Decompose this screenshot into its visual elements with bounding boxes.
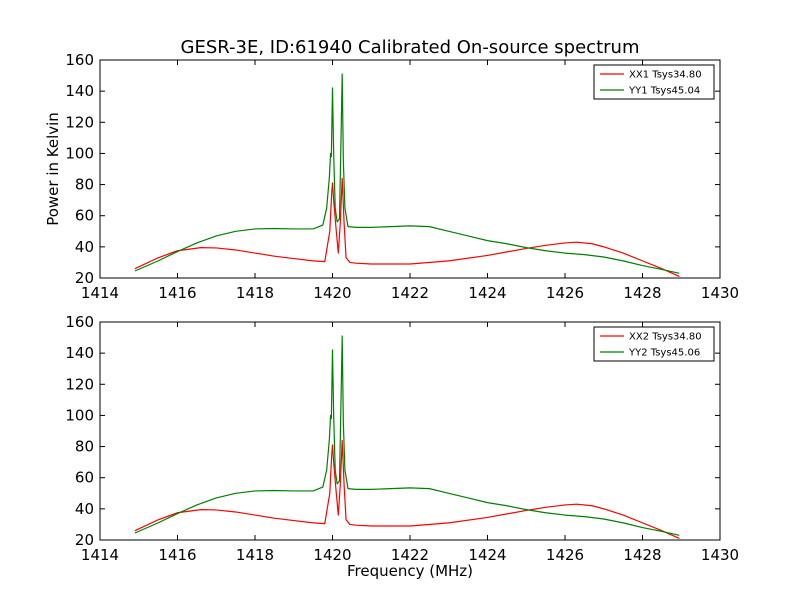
y-tick-label: 20 xyxy=(75,269,94,287)
x-tick-label: 1420 xyxy=(313,546,351,564)
legend-entry: YY2 Tsys45.06 xyxy=(628,348,700,359)
x-tick-label: 1428 xyxy=(623,284,661,302)
series-line-xx1 xyxy=(134,177,680,277)
y-tick-label: 120 xyxy=(65,375,94,393)
x-tick-label: 1428 xyxy=(623,546,661,564)
series-line-yy1 xyxy=(134,73,680,274)
y-tick-label: 140 xyxy=(65,82,94,100)
y-tick-label: 80 xyxy=(75,176,94,194)
y-tick-label: 100 xyxy=(65,144,94,162)
top-panel: 1414 1416 1418 1420 1422 1424 1426 1428 1430 20 40… xyxy=(65,51,739,302)
x-tick-label: 1420 xyxy=(313,284,351,302)
y-axis-label: Power in Kelvin xyxy=(44,112,62,226)
bottom-panel: 1414 1416 1418 1420 1422 1424 1426 1428 1430 20 40… xyxy=(65,313,739,564)
y-tick-label: 140 xyxy=(65,344,94,362)
y-tick-label: 40 xyxy=(75,238,94,256)
x-tick-label: 1422 xyxy=(391,546,429,564)
y-tick-label: 60 xyxy=(75,207,94,225)
axes-frame xyxy=(99,59,721,279)
x-tick-label: 1414 xyxy=(81,546,119,564)
x-tick-label: 1416 xyxy=(158,546,196,564)
series-line-xx2 xyxy=(134,439,680,539)
legend-entry: YY1 Tsys45.04 xyxy=(628,86,700,97)
y-tick-label: 120 xyxy=(65,113,94,131)
chart-title: GESR-3E, ID:61940 Calibrated On-source s… xyxy=(181,37,640,58)
x-tick-label: 1418 xyxy=(236,546,274,564)
y-tick-label: 80 xyxy=(75,438,94,456)
y-tick-label: 160 xyxy=(65,51,94,69)
x-tick-label: 1416 xyxy=(158,284,196,302)
series-line-yy2 xyxy=(134,335,680,536)
x-axis-label: Frequency (MHz) xyxy=(347,562,473,580)
y-tick-label: 160 xyxy=(65,313,94,331)
legend-entry: XX2 Tsys34.80 xyxy=(629,332,702,343)
y-tick-label: 20 xyxy=(75,531,94,549)
x-tick-label: 1414 xyxy=(81,284,119,302)
y-tick-label: 60 xyxy=(75,469,94,487)
x-tick-label: 1430 xyxy=(701,546,739,564)
legend-box xyxy=(593,64,715,100)
legend-box xyxy=(593,326,715,362)
x-tick-label: 1424 xyxy=(468,546,506,564)
x-tick-label: 1424 xyxy=(468,284,506,302)
x-tick-label: 1430 xyxy=(701,284,739,302)
x-tick-label: 1422 xyxy=(391,284,429,302)
x-tick-label: 1418 xyxy=(236,284,274,302)
x-tick-label: 1426 xyxy=(546,284,584,302)
y-tick-label: 100 xyxy=(65,406,94,424)
axes-frame xyxy=(99,321,721,541)
y-tick-label: 40 xyxy=(75,500,94,518)
legend-entry: XX1 Tsys34.80 xyxy=(629,70,702,81)
x-tick-label: 1426 xyxy=(546,546,584,564)
